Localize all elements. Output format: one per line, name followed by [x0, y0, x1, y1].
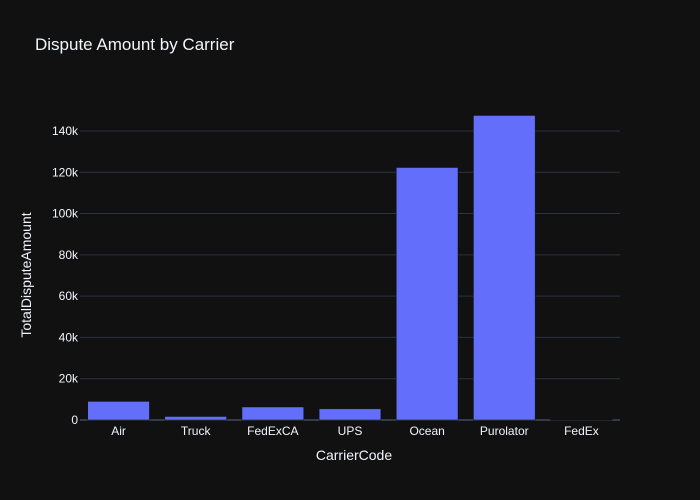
x-axis-title: CarrierCode — [316, 447, 392, 463]
x-tick-label: Air — [111, 424, 126, 438]
chart-title: Dispute Amount by Carrier — [35, 35, 235, 54]
y-tick-label: 80k — [59, 248, 79, 262]
bar-ups[interactable] — [318, 408, 382, 421]
bar-ocean[interactable] — [396, 167, 459, 421]
bar-air[interactable] — [87, 401, 150, 421]
bar-purolator[interactable] — [473, 115, 536, 421]
x-tick-label: UPS — [338, 424, 363, 438]
x-tick-label: Truck — [181, 424, 212, 438]
bar-truck[interactable] — [164, 416, 227, 421]
x-tick-label: Ocean — [409, 424, 444, 438]
bars — [87, 115, 613, 421]
y-tick-label: 20k — [59, 372, 79, 386]
y-axis-title: TotalDisputeAmount — [18, 212, 34, 337]
gridlines — [80, 130, 620, 421]
y-tick-label: 40k — [59, 330, 79, 344]
y-tick-label: 60k — [59, 289, 79, 303]
x-tick-label: Purolator — [480, 424, 529, 438]
y-tick-label: 100k — [52, 207, 79, 221]
y-tick-label: 140k — [52, 124, 79, 138]
y-tick-label: 0 — [71, 413, 78, 427]
x-tick-label: FedEx — [564, 424, 599, 438]
x-tick-labels: Air Truck FedExCA UPS Ocean Purolator FedEx — [111, 424, 599, 438]
y-tick-label: 120k — [52, 165, 79, 179]
y-tick-labels: 0 20k 40k 60k 80k 100k 120k 140k — [52, 124, 79, 427]
x-tick-label: FedExCA — [247, 424, 298, 438]
bar-fedexca[interactable] — [241, 406, 304, 421]
